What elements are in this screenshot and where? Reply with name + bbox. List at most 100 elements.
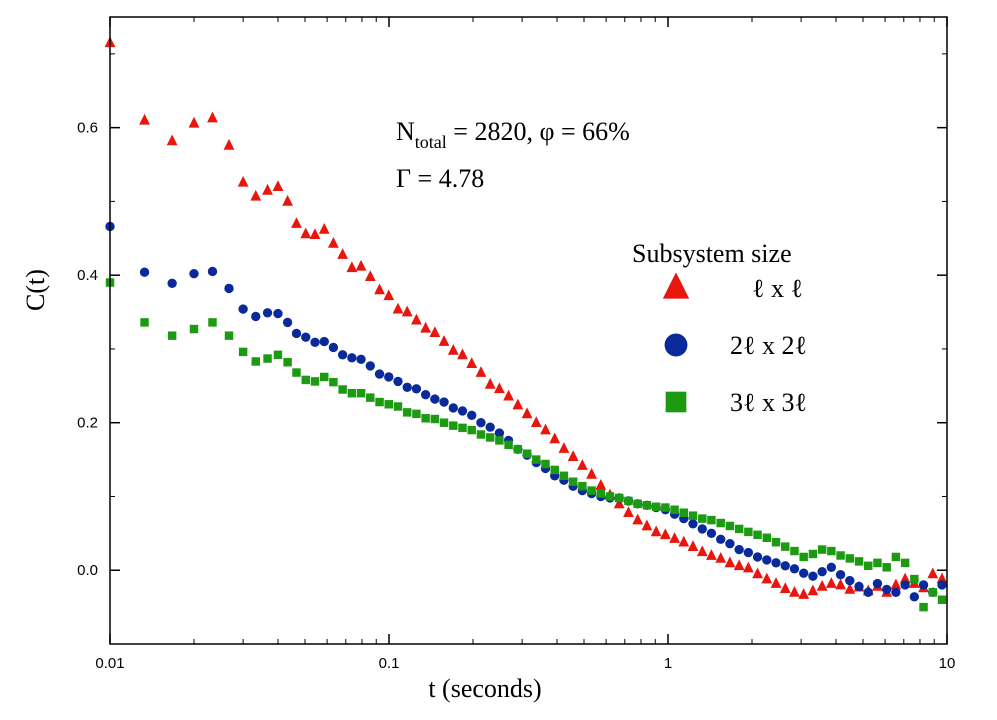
data-point-square — [208, 318, 217, 327]
data-point-circle — [189, 269, 199, 279]
data-point-triangle — [586, 467, 597, 479]
annotation-line-2: Γ = 4.78 — [396, 164, 484, 193]
data-point-triangle — [447, 343, 459, 355]
data-point-triangle — [816, 580, 828, 591]
data-point-triangle — [223, 138, 235, 150]
data-point-triangle — [659, 528, 671, 540]
data-point-square — [716, 518, 725, 528]
data-point-circle — [439, 397, 449, 407]
data-point-circle — [310, 337, 320, 347]
data-point-triangle — [457, 348, 468, 360]
data-point-triangle — [724, 556, 736, 568]
data-point-square — [651, 502, 661, 512]
series-triangle — [104, 36, 948, 599]
data-point-triangle — [166, 134, 178, 146]
data-point-triangle — [576, 459, 588, 470]
data-point-triangle — [346, 261, 358, 273]
data-point-square — [476, 430, 486, 439]
x-tick-label: 10 — [939, 655, 956, 672]
data-point-triangle — [438, 335, 450, 346]
data-point-square — [167, 331, 177, 340]
data-point-triangle — [291, 217, 302, 228]
data-point-triangle — [484, 377, 496, 389]
data-point-triangle — [411, 313, 422, 325]
data-point-triangle — [272, 180, 284, 192]
data-point-circle — [282, 317, 293, 328]
data-point-square — [615, 493, 624, 503]
data-point-square — [559, 471, 569, 481]
data-point-circle — [374, 369, 385, 379]
data-point-triangle — [669, 532, 681, 543]
data-point-triangle — [770, 577, 782, 588]
data-point-triangle — [613, 497, 625, 509]
data-point-triangle — [318, 223, 330, 234]
data-point-square — [421, 414, 430, 423]
annotation-subscript: total — [415, 132, 447, 152]
data-point-triangle — [475, 366, 487, 377]
data-point-triangle — [188, 116, 200, 128]
data-point-triangle — [250, 189, 262, 201]
data-point-square — [320, 372, 329, 382]
data-point-square — [467, 425, 476, 435]
data-point-square — [919, 602, 928, 612]
data-point-circle — [384, 372, 394, 382]
legend-label-circle: 2ℓ x 2ℓ — [730, 331, 807, 360]
data-point-circle — [706, 528, 717, 539]
data-point-triangle — [927, 567, 939, 579]
data-point-triangle — [696, 545, 708, 557]
data-point-triangle — [429, 326, 441, 338]
data-point-triangle — [512, 398, 524, 410]
data-point-square — [238, 347, 248, 357]
data-point-square — [836, 551, 845, 560]
data-point-square — [283, 357, 292, 367]
data-point-circle — [494, 428, 505, 438]
data-point-circle — [273, 308, 283, 319]
data-point-triangle — [936, 572, 948, 584]
data-point-square — [734, 524, 744, 534]
data-point-circle — [328, 342, 339, 353]
data-point-triangle — [789, 585, 800, 597]
data-point-triangle — [355, 259, 367, 271]
data-point-square — [329, 377, 338, 387]
data-point-circle — [789, 564, 800, 574]
data-point-square — [458, 423, 467, 433]
data-point-circle — [798, 568, 809, 578]
data-point-square — [541, 459, 550, 469]
data-point-triangle — [678, 535, 690, 547]
data-point-circle — [139, 267, 150, 277]
data-point-circle — [402, 382, 412, 392]
data-point-circle — [238, 304, 248, 314]
data-point-square — [384, 400, 393, 409]
data-point-triangle — [752, 567, 763, 579]
data-point-triangle — [715, 552, 727, 563]
data-point-square — [375, 397, 384, 407]
data-point-square — [439, 418, 449, 427]
data-point-square — [366, 393, 375, 402]
data-point-circle — [301, 332, 311, 342]
data-point-square — [347, 388, 357, 398]
data-point-square — [725, 521, 735, 531]
data-point-circle — [854, 581, 864, 592]
data-point-square — [670, 505, 679, 514]
data-point-circle — [762, 555, 772, 565]
data-point-triangle — [337, 248, 349, 259]
data-point-square — [273, 350, 283, 360]
data-point-square — [338, 385, 347, 394]
data-point-square — [402, 408, 412, 417]
data-point-square — [707, 515, 716, 525]
y-axis-title: C(t) — [21, 269, 50, 311]
data-point-circle — [909, 592, 920, 602]
data-point-circle — [291, 328, 302, 339]
data-point-circle — [845, 575, 855, 586]
data-point-square — [771, 537, 781, 547]
data-point-circle — [457, 406, 468, 416]
legend-marker-circle — [664, 333, 688, 357]
data-point-triangle — [807, 584, 819, 596]
data-point-circle — [251, 311, 261, 322]
data-point-triangle — [623, 506, 634, 518]
data-point-triangle — [401, 305, 413, 317]
data-point-square — [587, 486, 596, 495]
data-point-circle — [167, 278, 177, 288]
data-point-triangle — [309, 228, 321, 239]
data-point-square — [808, 549, 818, 559]
